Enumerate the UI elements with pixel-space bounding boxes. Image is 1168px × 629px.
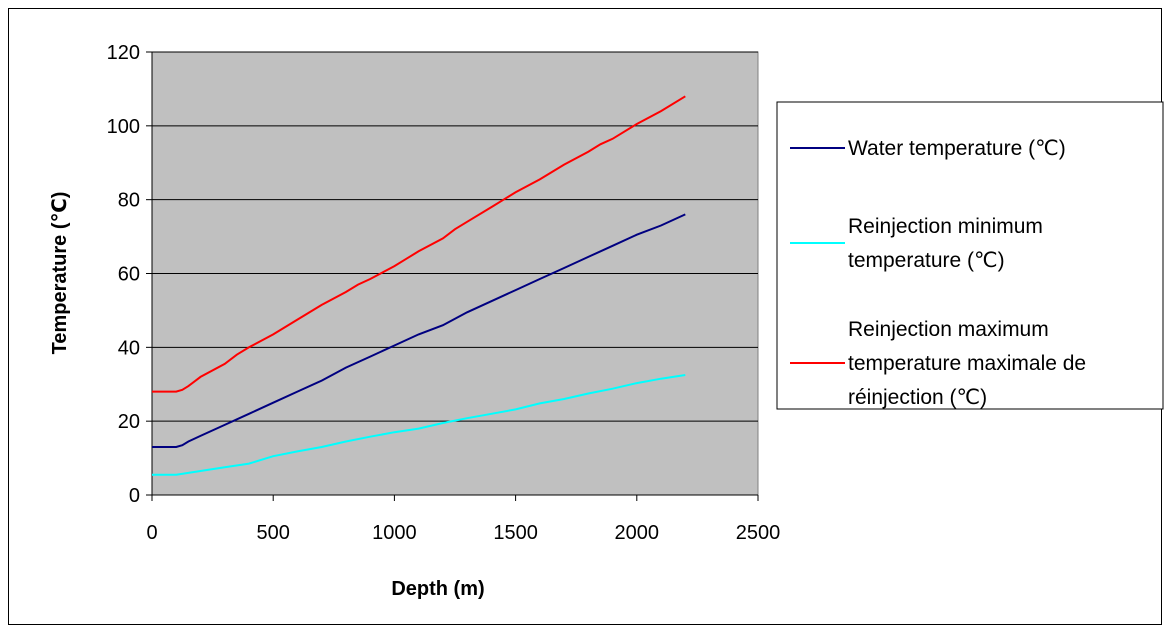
x-tick-label: 2000 xyxy=(615,522,660,544)
x-tick-label: 2500 xyxy=(736,522,781,544)
legend-label: réinjection (℃) xyxy=(848,386,987,409)
x-axis-title: Depth (m) xyxy=(391,578,484,600)
legend-label: temperature maximale de xyxy=(848,352,1086,375)
y-tick-label: 60 xyxy=(118,264,140,286)
x-tick-labels: 0 500 1000 1500 2000 2500 xyxy=(146,522,780,544)
x-tick-label: 1500 xyxy=(493,522,538,544)
y-tick-label: 80 xyxy=(118,190,140,212)
y-tick-labels: 0 20 40 60 80 100 120 xyxy=(107,42,140,507)
x-tick-label: 500 xyxy=(257,522,290,544)
series-line xyxy=(152,95,686,393)
y-tick-label: 40 xyxy=(118,337,140,359)
y-tick-label: 100 xyxy=(107,116,140,138)
legend-label: Reinjection minimum xyxy=(848,215,1043,238)
y-tick-label: 120 xyxy=(107,42,140,64)
series-line xyxy=(152,213,686,448)
y-axis-title: Temperature (℃) xyxy=(49,192,71,355)
x-tick-label: 0 xyxy=(146,522,157,544)
series-line xyxy=(152,374,686,476)
y-tick-label: 0 xyxy=(129,485,140,507)
axes xyxy=(146,51,759,501)
legend: Water temperature (℃) Reinjection minimum… xyxy=(776,101,1164,410)
legend-label: temperature (℃) xyxy=(848,249,1005,272)
x-tick-label: 1000 xyxy=(372,522,417,544)
y-tick-label: 20 xyxy=(118,411,140,433)
series-lines xyxy=(152,95,686,476)
gridlines xyxy=(152,51,758,422)
legend-label: Reinjection maximum xyxy=(848,318,1049,341)
legend-label: Water temperature (℃) xyxy=(848,137,1066,160)
legend-box xyxy=(776,101,1164,410)
